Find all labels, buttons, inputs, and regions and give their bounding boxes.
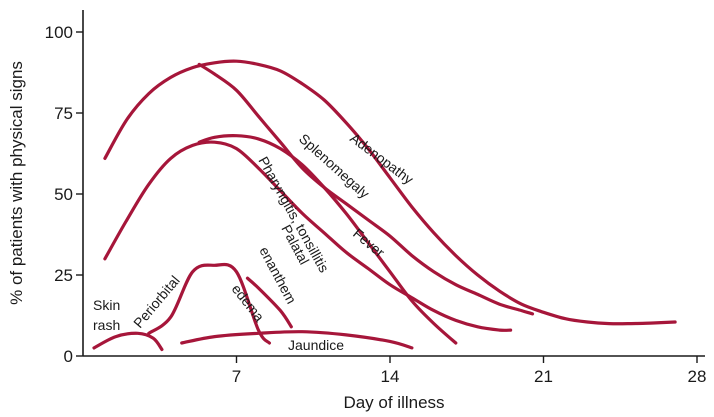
x-tick-label: 7 [232, 367, 241, 386]
x-tick-label: 28 [688, 367, 707, 386]
y-axis-title: % of patients with physical signs [7, 61, 26, 305]
curve-splenomegaly [197, 62, 535, 316]
series-curves [92, 59, 677, 352]
curve-fever [103, 140, 513, 332]
label-periorbital: Periorbital [130, 272, 183, 331]
x-axis-title: Day of illness [343, 393, 444, 412]
curve-jaundice [180, 330, 414, 350]
x-tick-label: 14 [381, 367, 400, 386]
y-tick-label: 50 [54, 185, 73, 204]
axes [82, 10, 705, 357]
y-tick-label: 75 [54, 104, 73, 123]
curve-pharyngitis-tonsillitis [197, 134, 458, 345]
label-rash: rash [93, 317, 120, 333]
curve-periorbital-edema [147, 262, 271, 345]
label-skin: Skin [93, 297, 120, 313]
label-edema: edema [229, 281, 268, 325]
y-ticks: 0 25 50 75 100 [45, 23, 83, 366]
y-tick-label: 25 [54, 266, 73, 285]
y-tick-label: 0 [64, 347, 73, 366]
x-ticks: 7 14 21 28 [232, 356, 707, 386]
curve-palatal-enanthem [245, 276, 293, 329]
y-tick-label: 100 [45, 23, 73, 42]
curve-skin-rash [92, 331, 164, 352]
x-tick-label: 21 [534, 367, 553, 386]
label-jaundice: Jaundice [288, 337, 344, 353]
